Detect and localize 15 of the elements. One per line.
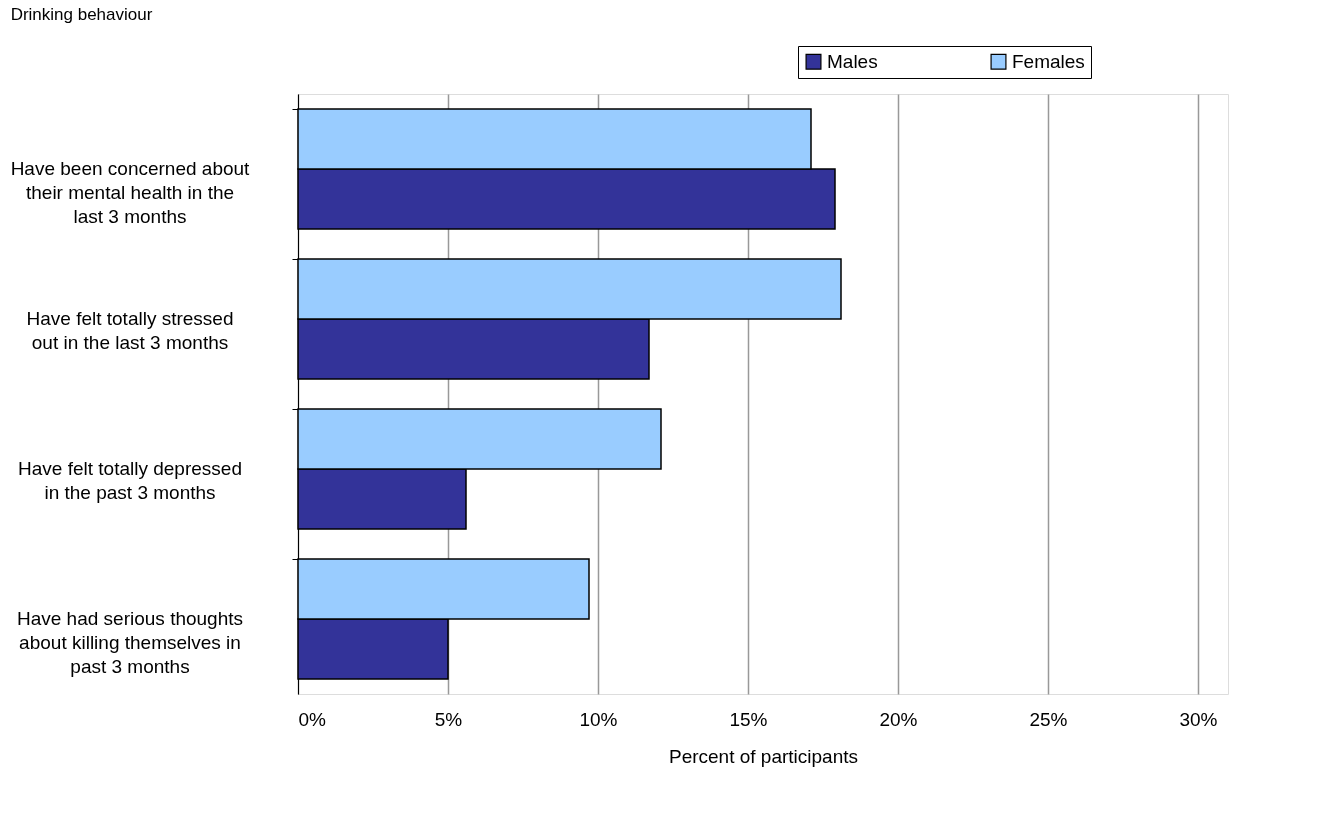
x-tick-label: 25% [1029,708,1068,730]
legend-label: Females [1012,50,1085,72]
x-tick-label: 30% [1179,708,1218,730]
text: Drinking behaviour [10,4,153,24]
y-tick-label: Have had serious thoughts about killing themselves in past 3 months [16,608,244,677]
x-tick-label: 0% [298,708,327,730]
x-tick-label: 5% [434,708,463,730]
y-tick-label: Have felt totally depressed in the past 3 months [18,458,242,503]
legend-label: Males [827,50,878,72]
y-tick-label: Have been concerned about their mental health in the last 3 months [10,158,251,227]
y-tick-label: Have felt totally stressed out in the last 3 months [26,308,234,353]
x-tick-label: 20% [879,708,918,730]
x-tick-label: 15% [729,708,768,730]
x-axis-title: Percent of participants [668,745,859,767]
x-tick-label: 10% [579,708,618,730]
